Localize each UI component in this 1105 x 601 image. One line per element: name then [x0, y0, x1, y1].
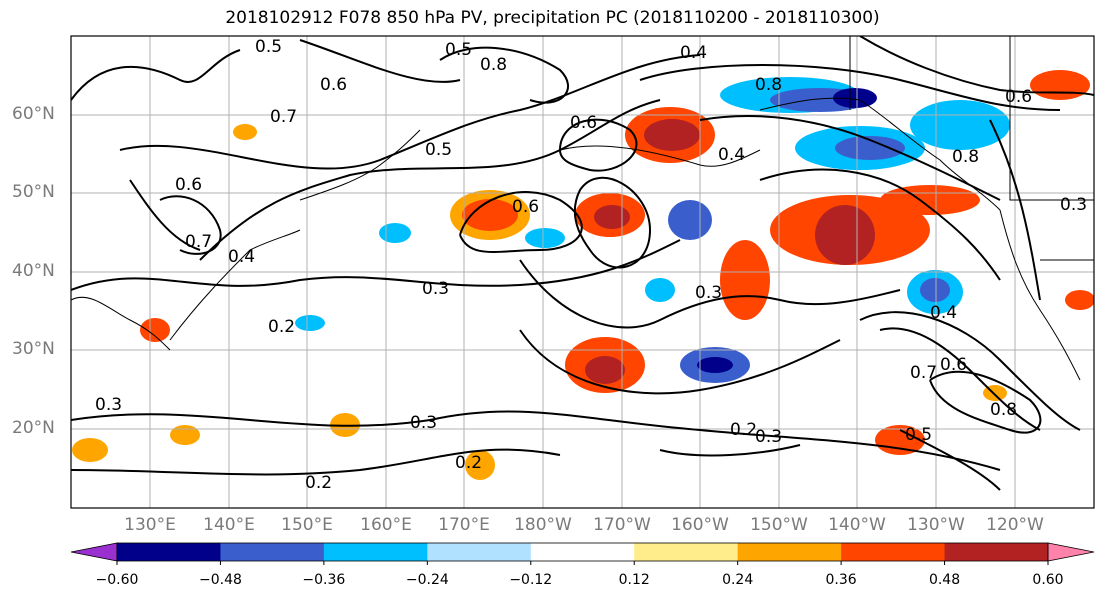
lon-label: 150°W — [750, 515, 808, 535]
colorbar-tick-label: 0.48 — [928, 572, 961, 588]
colorbar-segment — [427, 543, 532, 561]
contour-label: 0.2 — [730, 420, 757, 440]
contour-label: 0.3 — [422, 279, 449, 299]
lon-label: 120°W — [986, 515, 1044, 535]
contour-label: 0.6 — [512, 197, 539, 217]
map-frame — [70, 35, 1095, 509]
colorbar-segment — [323, 543, 428, 561]
contour-label: 0.4 — [718, 145, 745, 165]
colorbar-tick-label: −0.60 — [95, 572, 139, 588]
contour-label: 0.5 — [905, 425, 932, 445]
lon-label: 140°E — [203, 515, 255, 535]
colorbar-extend-low — [70, 542, 118, 562]
contour-label: 0.5 — [425, 140, 452, 160]
contour-label: 0.4 — [680, 43, 707, 63]
contour-label: 0.6 — [940, 355, 967, 375]
contour-label: 0.7 — [910, 363, 937, 383]
contour-label: 0.2 — [455, 453, 482, 473]
colorbar-tick-label: 0.36 — [825, 572, 857, 588]
lon-label: 140°W — [828, 515, 886, 535]
precip-shading — [72, 70, 1094, 480]
contour-label: 0.3 — [1060, 195, 1087, 215]
lat-label-60n: 60°N — [12, 104, 55, 124]
colorbar-tick-label: −0.36 — [302, 572, 346, 588]
contour-label: 0.6 — [1005, 87, 1032, 107]
contour-label: 0.2 — [268, 317, 295, 337]
coastlines — [71, 36, 1094, 381]
pv-contours — [71, 36, 1094, 491]
colorbar-segment — [737, 543, 842, 561]
lat-label-30n: 30°N — [12, 339, 55, 359]
map-title: 2018102912 F078 850 hPa PV, precipitatio… — [225, 8, 880, 28]
lon-label: 180°W — [514, 515, 572, 535]
contour-label: 0.5 — [255, 37, 282, 57]
contour-labels: 0.5 0.5 0.4 0.8 0.6 0.8 0.6 0.7 0.6 0.4 … — [95, 37, 1087, 493]
contour-label: 0.3 — [755, 427, 782, 447]
colorbar-segment — [530, 543, 635, 561]
contour-label: 0.6 — [320, 75, 347, 95]
lon-label: 130°W — [907, 515, 965, 535]
contour-label: 0.8 — [480, 55, 507, 75]
colorbar-segment — [944, 543, 1049, 561]
lon-label: 170°E — [438, 515, 490, 535]
lon-label: 160°W — [671, 515, 729, 535]
contour-label: 0.5 — [445, 40, 472, 60]
lon-label: 130°E — [124, 515, 176, 535]
contour-label: 0.6 — [175, 175, 202, 195]
lat-label-50n: 50°N — [12, 182, 55, 202]
colorbar-segment — [117, 543, 221, 561]
lon-label: 160°E — [360, 515, 412, 535]
contour-label: 0.3 — [695, 283, 722, 303]
lon-label: 150°E — [281, 515, 333, 535]
lon-label: 170°W — [593, 515, 651, 535]
colorbar-segment — [841, 543, 946, 561]
lat-label-20n: 20°N — [12, 418, 55, 438]
colorbar-tick-label: −0.24 — [405, 572, 449, 588]
contour-label: 0.3 — [95, 395, 122, 415]
colorbar-extend-high — [1047, 542, 1095, 562]
colorbar-tick-label: −0.48 — [198, 572, 242, 588]
contour-label: 0.3 — [410, 413, 437, 433]
contour-label: 0.4 — [228, 247, 255, 267]
contour-label: 0.6 — [570, 113, 597, 133]
colorbar-tick-label: −0.12 — [509, 572, 553, 588]
contour-label: 0.7 — [270, 107, 297, 127]
colorbar-frame — [116, 542, 1049, 562]
colorbar-tick-label: 0.60 — [1032, 572, 1064, 588]
lat-label-40n: 40°N — [12, 261, 55, 281]
contour-label: 0.8 — [755, 75, 782, 95]
contour-label: 0.4 — [930, 303, 957, 323]
colorbar-segment — [220, 543, 325, 561]
contour-label: 0.7 — [185, 232, 212, 252]
contour-label: 0.8 — [952, 147, 979, 167]
colorbar — [70, 542, 1095, 565]
contour-label: 0.2 — [305, 473, 332, 493]
colorbar-tick-label: 0.24 — [722, 572, 754, 588]
colorbar-segment — [634, 543, 739, 561]
colorbar-tick-label: 0.12 — [618, 572, 650, 588]
contour-label: 0.8 — [990, 400, 1017, 420]
